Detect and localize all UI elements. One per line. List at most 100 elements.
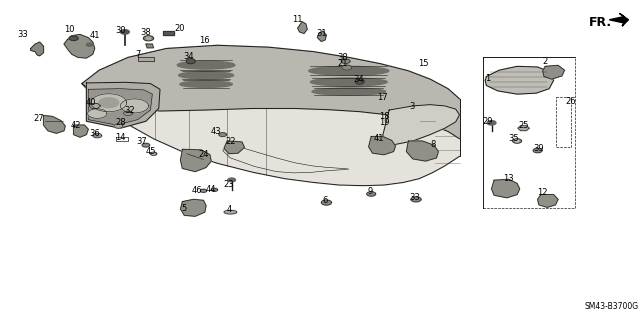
Text: 16: 16: [200, 36, 210, 45]
Polygon shape: [152, 153, 155, 154]
Polygon shape: [180, 199, 206, 216]
Text: 13: 13: [504, 174, 514, 182]
Polygon shape: [82, 45, 460, 186]
Text: 6: 6: [323, 196, 328, 205]
Polygon shape: [91, 94, 127, 112]
Text: 41: 41: [90, 31, 100, 40]
Text: 40: 40: [86, 98, 96, 107]
Text: 42: 42: [70, 121, 81, 130]
Text: 43: 43: [211, 127, 221, 136]
Polygon shape: [342, 65, 352, 70]
Polygon shape: [341, 59, 350, 63]
Polygon shape: [95, 135, 99, 137]
Polygon shape: [143, 36, 154, 41]
Polygon shape: [82, 45, 460, 139]
Polygon shape: [211, 188, 218, 191]
Ellipse shape: [309, 66, 389, 75]
Text: 29: 29: [483, 117, 493, 126]
Polygon shape: [99, 98, 118, 108]
Polygon shape: [219, 133, 227, 137]
Text: 3: 3: [410, 102, 415, 111]
Text: 38: 38: [141, 28, 151, 37]
Text: 38: 38: [337, 53, 348, 62]
Text: 34: 34: [184, 52, 194, 61]
Polygon shape: [369, 137, 396, 155]
Text: 2: 2: [543, 57, 548, 66]
Polygon shape: [411, 197, 421, 202]
Polygon shape: [485, 66, 554, 94]
Polygon shape: [74, 125, 88, 137]
Text: 10: 10: [64, 25, 74, 34]
Text: 34: 34: [353, 75, 364, 84]
Polygon shape: [200, 189, 207, 192]
Text: 17: 17: [378, 93, 388, 102]
Text: 30: 30: [115, 26, 125, 35]
Text: 41: 41: [374, 134, 384, 143]
Text: 24: 24: [198, 150, 209, 159]
Polygon shape: [88, 89, 152, 125]
Text: 44: 44: [206, 185, 216, 194]
Polygon shape: [138, 57, 154, 61]
Text: 15: 15: [419, 59, 429, 68]
Text: 39: 39: [534, 144, 544, 153]
Polygon shape: [120, 99, 148, 113]
Polygon shape: [82, 84, 460, 186]
Polygon shape: [538, 195, 558, 207]
Polygon shape: [146, 44, 154, 48]
Text: FR.: FR.: [589, 16, 612, 29]
Polygon shape: [543, 65, 564, 79]
Text: 7: 7: [135, 50, 140, 59]
Text: 11: 11: [292, 15, 303, 24]
Polygon shape: [224, 141, 244, 154]
Polygon shape: [150, 152, 157, 155]
Polygon shape: [224, 210, 237, 214]
Polygon shape: [146, 37, 151, 40]
Text: 19: 19: [379, 118, 389, 127]
Polygon shape: [298, 22, 307, 33]
Text: 8: 8: [430, 140, 435, 149]
Polygon shape: [367, 192, 376, 196]
Polygon shape: [228, 178, 236, 182]
Polygon shape: [515, 140, 519, 142]
Polygon shape: [64, 34, 95, 58]
Ellipse shape: [312, 88, 385, 95]
Text: 35: 35: [508, 134, 518, 143]
Text: 33: 33: [410, 193, 420, 202]
Polygon shape: [114, 124, 123, 128]
Text: 18: 18: [379, 112, 389, 121]
Polygon shape: [93, 133, 102, 138]
Text: 1: 1: [485, 74, 490, 83]
Polygon shape: [124, 111, 132, 115]
Polygon shape: [163, 31, 174, 35]
Polygon shape: [31, 42, 44, 56]
Polygon shape: [406, 141, 438, 161]
Ellipse shape: [180, 81, 232, 87]
Polygon shape: [355, 78, 364, 84]
Text: 46: 46: [192, 186, 202, 195]
Text: SM43-B3700G: SM43-B3700G: [584, 302, 639, 311]
Polygon shape: [317, 31, 326, 41]
Polygon shape: [86, 43, 93, 46]
Text: 36: 36: [90, 129, 100, 138]
Polygon shape: [89, 103, 100, 108]
Text: 37: 37: [137, 137, 147, 146]
Text: 20: 20: [174, 24, 184, 33]
Ellipse shape: [177, 61, 235, 69]
Ellipse shape: [179, 72, 234, 79]
Polygon shape: [383, 105, 460, 145]
Polygon shape: [120, 30, 129, 34]
Polygon shape: [609, 13, 628, 26]
Text: 21: 21: [337, 59, 348, 68]
Polygon shape: [186, 59, 195, 64]
Polygon shape: [518, 126, 529, 131]
Polygon shape: [487, 121, 496, 125]
Polygon shape: [142, 143, 150, 147]
Text: 4: 4: [227, 205, 232, 214]
Polygon shape: [86, 82, 160, 128]
Polygon shape: [44, 115, 65, 133]
Polygon shape: [513, 139, 522, 143]
Text: 22: 22: [225, 137, 236, 146]
Text: 14: 14: [115, 133, 125, 142]
Polygon shape: [321, 200, 332, 205]
Ellipse shape: [310, 78, 387, 86]
